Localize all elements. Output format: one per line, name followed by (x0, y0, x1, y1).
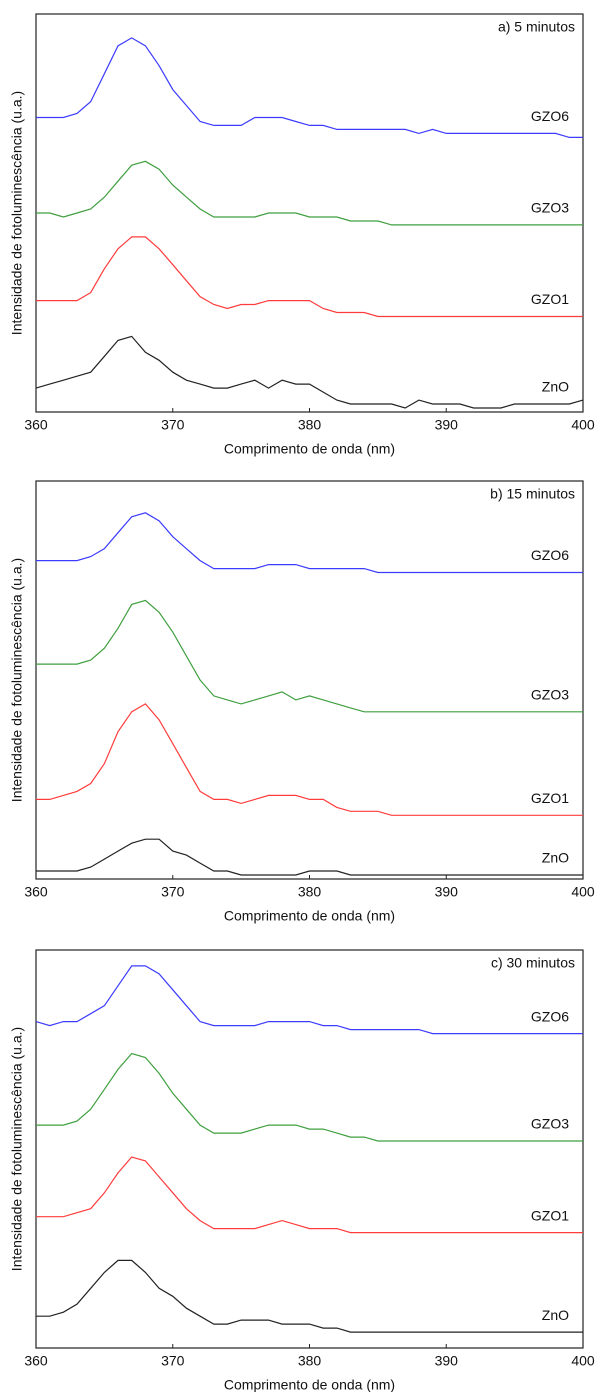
x-tick-label: 360 (24, 417, 48, 433)
x-axis-label: Comprimento de onda (nm) (224, 1377, 395, 1392)
spectrum-line (36, 1052, 583, 1142)
x-tick-label: 380 (298, 417, 322, 433)
series-label: ZnO (542, 850, 569, 866)
x-tick-label: 400 (571, 417, 595, 433)
series-label: GZO3 (531, 687, 569, 703)
series-label: GZO1 (531, 790, 569, 806)
spectrum-line (36, 236, 583, 318)
panel-title: b) 15 minutos (490, 486, 575, 502)
spectrum-line (36, 1259, 583, 1333)
panel: b) 15 minutos Comprimento de onda (nm) Int… (9, 480, 595, 924)
panel-title: c) 30 minutos (491, 955, 575, 971)
panel: c) 30 minutos Comprimento de onda (nm) Int… (9, 949, 595, 1392)
panel-title: a) 5 minutos (498, 19, 575, 35)
spectrum-line (36, 37, 583, 138)
series-label: GZO6 (531, 547, 569, 563)
x-axis-label: Comprimento de onda (nm) (224, 441, 395, 457)
x-axis-label: Comprimento de onda (nm) (224, 908, 395, 924)
x-tick-label: 390 (435, 417, 459, 433)
spectrum-line (36, 599, 583, 713)
x-tick-label: 400 (571, 1353, 595, 1369)
y-axis-label: Intensidade de fotoluminescência (u.a.) (9, 91, 25, 335)
spectrum-line (36, 703, 583, 816)
series-label: GZO6 (531, 1008, 569, 1024)
x-tick-label: 370 (161, 1353, 185, 1369)
x-tick-label: 360 (24, 884, 48, 900)
x-tick-label: 370 (161, 417, 185, 433)
spectrum-line (35, 965, 583, 1035)
frame (35, 949, 584, 1349)
y-axis-label: Intensidade de fotoluminescência (u.a.) (9, 558, 25, 802)
series-label: GZO1 (531, 1207, 569, 1223)
frame (35, 480, 584, 880)
frame (35, 13, 584, 413)
spectrum-line (36, 838, 583, 876)
x-tick-label: 400 (571, 884, 595, 900)
x-tick-label: 360 (24, 1353, 48, 1369)
x-tick-label: 380 (298, 1353, 322, 1369)
spectrum-line (36, 512, 583, 574)
series-label: GZO1 (531, 291, 569, 307)
x-tick-label: 390 (435, 1353, 459, 1369)
x-tick-label: 370 (161, 884, 185, 900)
series-label: GZO3 (531, 200, 569, 216)
x-tick-label: 380 (298, 884, 322, 900)
y-axis-label: Intensidade de fotoluminescência (u.a.) (9, 1027, 25, 1271)
series-label: ZnO (542, 1307, 569, 1323)
spectrum-line (36, 160, 583, 226)
series-label: GZO3 (531, 1116, 569, 1132)
x-tick-label: 390 (435, 884, 459, 900)
spectrum-line (36, 1156, 583, 1234)
series-label: GZO6 (531, 108, 569, 124)
series-label: ZnO (542, 379, 569, 395)
panel: a) 5 minutos Comprimento de onda (nm) Inte… (9, 13, 595, 457)
spectrum-line (35, 335, 584, 409)
